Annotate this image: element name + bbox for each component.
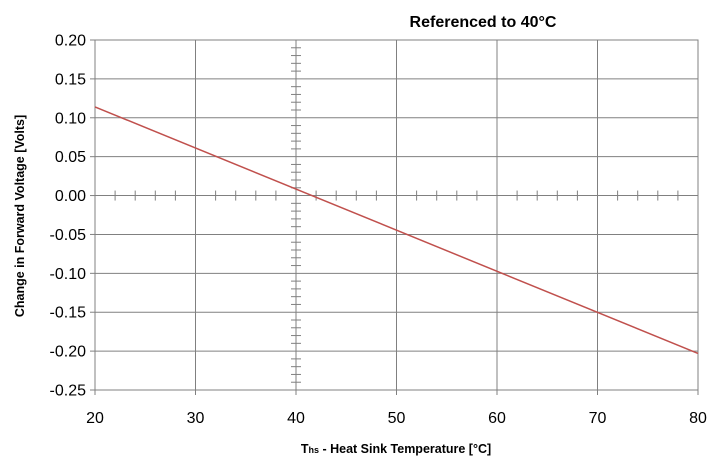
minor-ticks <box>114 47 679 383</box>
y-tick-label: 0.05 <box>55 149 86 166</box>
y-tick-label: -0.25 <box>50 383 87 400</box>
y-tick-label: 0.15 <box>55 71 86 88</box>
series-line <box>94 106 699 355</box>
plot-area-border <box>94 39 699 391</box>
x-tick-label: 40 <box>287 410 305 427</box>
x-tick-label: 50 <box>388 410 406 427</box>
chart-title: Referenced to 40°C <box>410 14 557 31</box>
x-tick-label: 60 <box>488 410 506 427</box>
x-tick-label: 20 <box>86 410 104 427</box>
series <box>94 106 699 355</box>
y-tick-labels: 0.20 0.15 0.10 0.05 0.00 -0.05 -0.10 -0.15 -0.20… <box>50 33 87 400</box>
x-axis-label: Ths - Heat Sink Temperature [°C] <box>301 442 491 456</box>
x-tick-label: 80 <box>689 410 707 427</box>
x-axis-label-main: T <box>301 442 309 456</box>
x-tick-label: 30 <box>187 410 205 427</box>
y-tick-label: -0.05 <box>50 227 87 244</box>
x-axis-label-subscript: hs <box>308 445 319 455</box>
x-tick-label: 70 <box>589 410 607 427</box>
y-tick-label: -0.15 <box>50 305 87 322</box>
y-tick-label: -0.10 <box>50 266 87 283</box>
x-axis-label-rest: - Heat Sink Temperature [°C] <box>319 442 491 456</box>
y-axis-label: Change in Forward Voltage [Volts] <box>13 115 27 317</box>
y-tick-label: 0.20 <box>55 33 86 50</box>
y-tick-label: 0.00 <box>55 188 86 205</box>
y-tick-label: 0.10 <box>55 110 86 127</box>
y-tick-label: -0.20 <box>50 344 87 361</box>
x-tick-labels: 20 30 40 50 60 70 80 <box>86 410 707 427</box>
grid-lines <box>90 39 699 395</box>
